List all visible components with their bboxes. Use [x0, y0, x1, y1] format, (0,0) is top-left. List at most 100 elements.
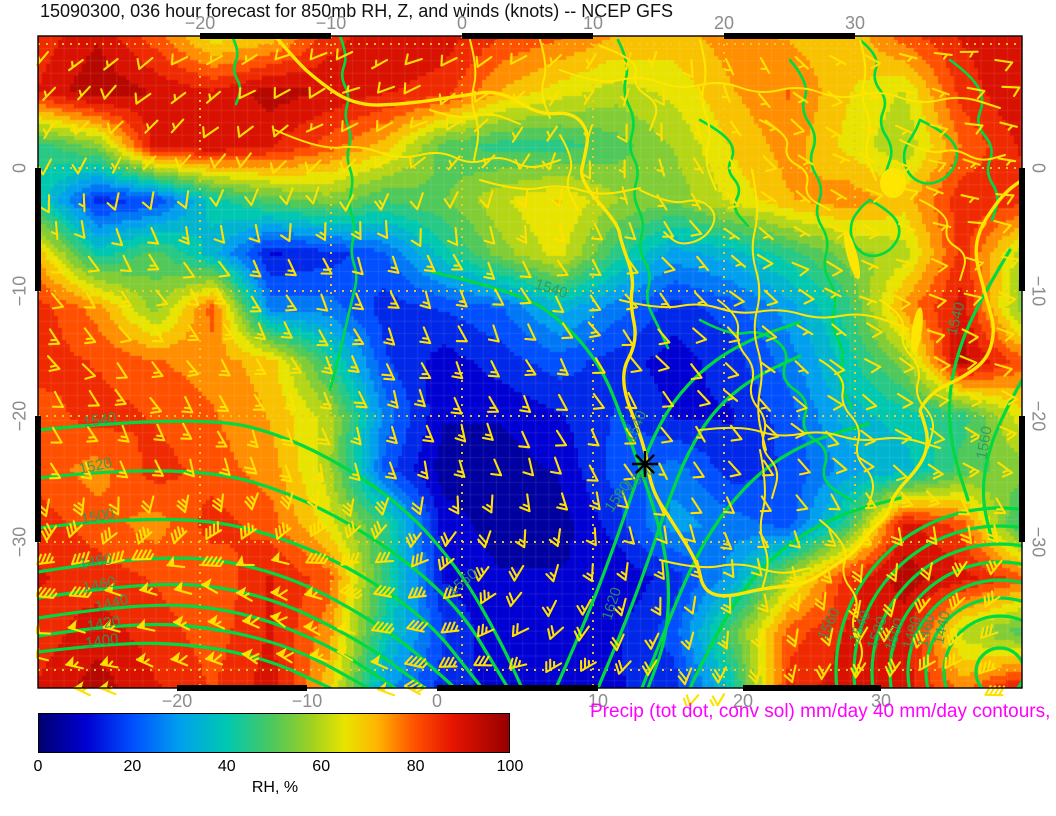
cyclone-ring — [924, 596, 1022, 688]
lon-label-bottom: 10 — [587, 691, 609, 711]
colorbar-tick-label: 40 — [217, 758, 236, 775]
z-contour-label: 1420 — [86, 612, 122, 635]
lat-label-left: −30 — [9, 526, 30, 558]
geography-group — [273, 36, 1022, 676]
z-contour-1580 — [596, 354, 802, 688]
map-frame — [37, 35, 1023, 689]
border-line — [699, 426, 941, 449]
border-line — [699, 39, 717, 191]
z-contour-label: 1400 — [84, 630, 119, 651]
z-contours-group — [38, 248, 1022, 688]
lake — [911, 307, 923, 353]
frame-bands-group — [35, 33, 1025, 691]
border-line — [639, 189, 716, 245]
colorbar-tick-label: 0 — [33, 758, 43, 775]
border-line — [919, 199, 966, 281]
z-contour-1540 — [947, 248, 1012, 502]
colorbar-tick-label: 80 — [406, 758, 425, 775]
precip-contour — [902, 118, 959, 185]
border-line — [819, 359, 875, 509]
border-line — [759, 119, 831, 211]
graticule-group — [38, 36, 1022, 688]
precip-contours-group — [230, 36, 999, 502]
z-contour-label: 1620 — [599, 585, 625, 622]
cyclone-ring — [974, 646, 1022, 688]
coastline — [273, 36, 1022, 598]
border-line — [899, 139, 1006, 161]
border-line — [859, 39, 877, 181]
rh-colorbar — [38, 713, 510, 753]
wind-barb-pennants — [36, 551, 387, 693]
border-line — [717, 299, 779, 499]
lon-label-top: −10 — [315, 13, 347, 33]
border-line — [539, 39, 551, 119]
lat-label-right: −30 — [1028, 526, 1049, 558]
page-title: 15090300, 036 hour forecast for 850mb RH… — [40, 1, 673, 21]
precip-contour — [849, 198, 901, 258]
z-contour-1560 — [981, 378, 1022, 542]
border-line — [659, 559, 811, 574]
z-contour-1620 — [688, 496, 902, 688]
lon-label-bottom: −10 — [291, 691, 323, 711]
map-content-group — [38, 36, 1022, 688]
lon-label-top: 30 — [844, 13, 866, 33]
border-line — [751, 169, 767, 451]
precip-contour — [616, 38, 670, 350]
border-line — [619, 299, 901, 326]
lat-label-left: 0 — [9, 162, 30, 174]
z-contour-1440 — [38, 603, 397, 688]
lat-label-right: 0 — [1028, 162, 1049, 174]
precip-contour — [698, 318, 852, 502]
z-labels-group: 1540152015001480146014401420140015401540… — [77, 276, 995, 654]
border-line — [879, 299, 935, 449]
lat-label-right: −10 — [1028, 275, 1049, 307]
border-line — [559, 69, 1001, 109]
precip-contour — [948, 58, 999, 222]
precip-contour — [788, 58, 854, 410]
z-contour-label: 1440 — [930, 610, 954, 646]
lat-label-right: −20 — [1028, 400, 1049, 432]
z-contour-label: 1520 — [77, 454, 113, 478]
z-contour-label: 1540 — [533, 276, 570, 302]
lon-label-top: 10 — [582, 13, 604, 33]
wind-barbs-group — [36, 48, 1021, 706]
lat-label-left: −20 — [9, 400, 30, 432]
z-contour-label: 1460 — [81, 573, 117, 597]
z-contour-1600 — [640, 422, 870, 688]
z-contour-1500 — [38, 517, 484, 688]
z-contour-1420 — [38, 622, 370, 688]
z-contour-label: 1440 — [94, 591, 131, 616]
colorbar-tick-label: 60 — [312, 758, 331, 775]
lon-label-bottom: 0 — [431, 691, 443, 711]
cyclone-ring — [906, 578, 1022, 688]
lon-label-bottom: 20 — [732, 691, 754, 711]
z-contour-1540 — [430, 270, 671, 688]
z-contour-label: 1480 — [78, 550, 114, 573]
lon-label-bottom: −20 — [161, 691, 193, 711]
wind-barb-strokes — [36, 48, 1021, 706]
border-line — [479, 179, 641, 195]
z-contour-label: 1560 — [973, 425, 996, 461]
colorbar-label: RH, % — [251, 779, 299, 796]
cyclone-ring — [888, 560, 1022, 688]
border-line — [559, 134, 579, 211]
z-contour-label: 1500 — [80, 505, 116, 528]
station-marker — [632, 451, 658, 477]
cyclone-ring — [942, 614, 1022, 688]
colorbar-tick-label: 100 — [496, 758, 524, 775]
cyclone-ring — [834, 506, 1022, 688]
border-line — [759, 449, 769, 591]
lon-label-top: 20 — [713, 13, 735, 33]
cyclone-ring — [870, 542, 1022, 688]
border-line — [469, 39, 480, 161]
precip-caption: Precip (tot dot, conv sol) mm/day 40 mm/… — [590, 701, 1051, 722]
colorbar-tick-label: 20 — [123, 758, 142, 775]
lat-label-left: −10 — [9, 275, 30, 307]
z-contour-1540 — [38, 419, 524, 688]
border-line — [274, 129, 561, 168]
station-marker-ray — [634, 453, 656, 475]
z-contour-label: 1540 — [82, 409, 117, 430]
lake — [843, 230, 861, 280]
